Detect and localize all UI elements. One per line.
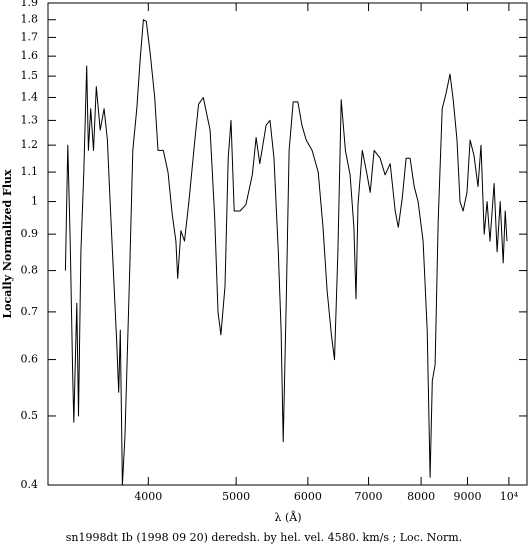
y-tick-label: 1.1 [21,165,39,178]
y-tick-label: 1 [31,195,38,208]
y-tick-label: 0.5 [21,409,39,422]
y-tick-label: 1.3 [21,113,39,126]
y-tick-label: 0.9 [21,227,39,240]
x-tick-label: 8000 [407,490,435,503]
y-tick-label: 1.2 [21,138,39,151]
plot-frame [47,2,528,486]
caption: sn1998dt Ib (1998 09 20) deredsh. by hel… [66,531,462,544]
y-tick-label: 0.7 [21,305,39,318]
x-tick-label: 9000 [453,490,481,503]
y-tick-label: 1.8 [21,13,39,26]
y-tick-label: 0.8 [21,264,39,277]
x-axis-label: λ (Å) [275,510,302,524]
y-tick-label: 1.4 [21,90,39,103]
x-tick-label: 5000 [222,490,250,503]
y-tick-label: 1.7 [21,30,39,43]
y-tick-label: 1.5 [21,69,39,82]
x-tick-label: 4000 [134,490,162,503]
y-tick-label: 0.4 [21,478,39,491]
y-axis-label: Locally Normalized Flux [1,169,14,319]
y-tick-label: 0.6 [21,353,39,366]
x-tick-label: 10⁴ [500,490,519,503]
y-tick-label: 1.6 [21,49,39,62]
x-tick-label: 6000 [294,490,322,503]
spectrum-line [64,19,508,486]
y-tick-label: 1.9 [21,0,39,9]
x-tick-label: 7000 [355,490,383,503]
